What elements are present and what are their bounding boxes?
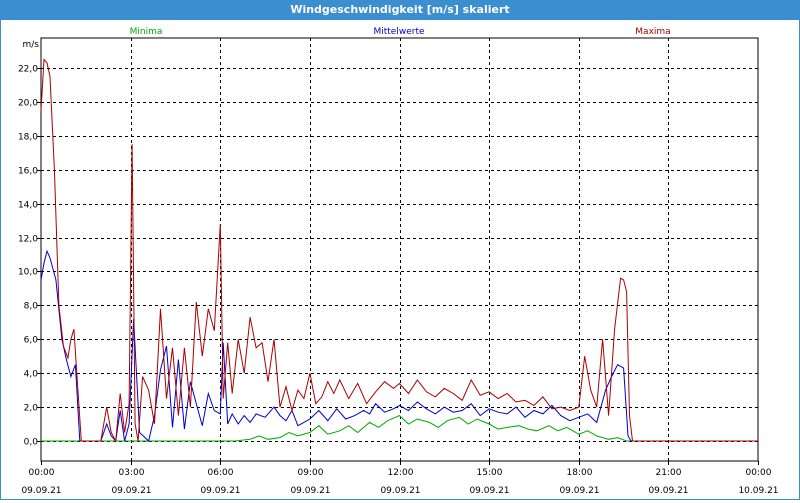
x-tick-time: 03:00: [119, 468, 145, 478]
y-tick-label: 8,0: [24, 302, 39, 312]
x-tick-time: 21:00: [656, 468, 682, 478]
x-tick-time: 00:00: [29, 468, 55, 478]
series-line-maxima: [40, 58, 758, 443]
series-line-mittelwerte: [40, 249, 758, 443]
y-tick-label: 18,0: [18, 133, 38, 143]
y-tick-label: 14,0: [18, 201, 38, 211]
legend: Minima Mittelwerte Maxima: [130, 27, 671, 37]
plot-frame: [40, 37, 759, 462]
x-tick-date: 09.09.21: [469, 486, 509, 496]
x-tick-date: 09.09.21: [559, 486, 599, 496]
legend-entry-mittelwerte: Mittelwerte: [373, 27, 424, 37]
legend-entry-minima: Minima: [130, 27, 163, 37]
y-tick-label: 4,0: [24, 370, 39, 380]
y-tick-label: 6,0: [24, 336, 39, 346]
x-tick-date: 09.09.21: [648, 486, 688, 496]
y-tick-label: 0,0: [24, 438, 39, 448]
x-tick-date: 09.09.21: [380, 486, 420, 496]
x-tick-time: 15:00: [477, 468, 503, 478]
y-axis: 0,0 2,0 4,0 6,0 8,0 10,0 12,0 14,0 16,0 18,0 20,0 2…: [18, 65, 41, 448]
y-axis-label: m/s: [23, 40, 40, 50]
legend-entry-maxima: Maxima: [635, 27, 670, 37]
y-tick-label: 12,0: [18, 235, 38, 245]
wind-speed-chart: 0,0 2,0 4,0 6,0 8,0 10,0 12,0 14,0 16,0 18,0 20,0 2…: [18, 27, 779, 496]
x-tick-date: 09.09.21: [21, 486, 61, 496]
chart-title: Windgeschwindigkeit [m/s] skaliert: [0, 0, 800, 20]
x-tick-time: 12:00: [388, 468, 414, 478]
y-tick-label: 10,0: [18, 268, 38, 278]
x-axis: 00:00 09.09.21 03:00 09.09.21 06:00 09.09.21 0…: [21, 461, 779, 496]
x-tick-date: 10.09.21: [738, 486, 778, 496]
x-tick-time: 00:00: [746, 468, 772, 478]
y-tick-label: 2,0: [24, 404, 39, 414]
chart-panel: 0,0 2,0 4,0 6,0 8,0 10,0 12,0 14,0 16,0 18,0 20,0 2…: [0, 20, 800, 500]
y-tick-label: 22,0: [18, 65, 38, 75]
y-tick-label: 16,0: [18, 167, 38, 177]
y-tick-label: 20,0: [18, 99, 38, 109]
x-tick-time: 06:00: [208, 468, 234, 478]
grid-lines: [40, 37, 759, 462]
x-tick-time: 09:00: [298, 468, 324, 478]
x-tick-time: 18:00: [567, 468, 593, 478]
x-tick-date: 09.09.21: [200, 486, 240, 496]
x-tick-date: 09.09.21: [111, 486, 151, 496]
series-line-minima: [41, 415, 758, 442]
series-lines: [40, 58, 758, 443]
x-tick-date: 09.09.21: [290, 486, 330, 496]
